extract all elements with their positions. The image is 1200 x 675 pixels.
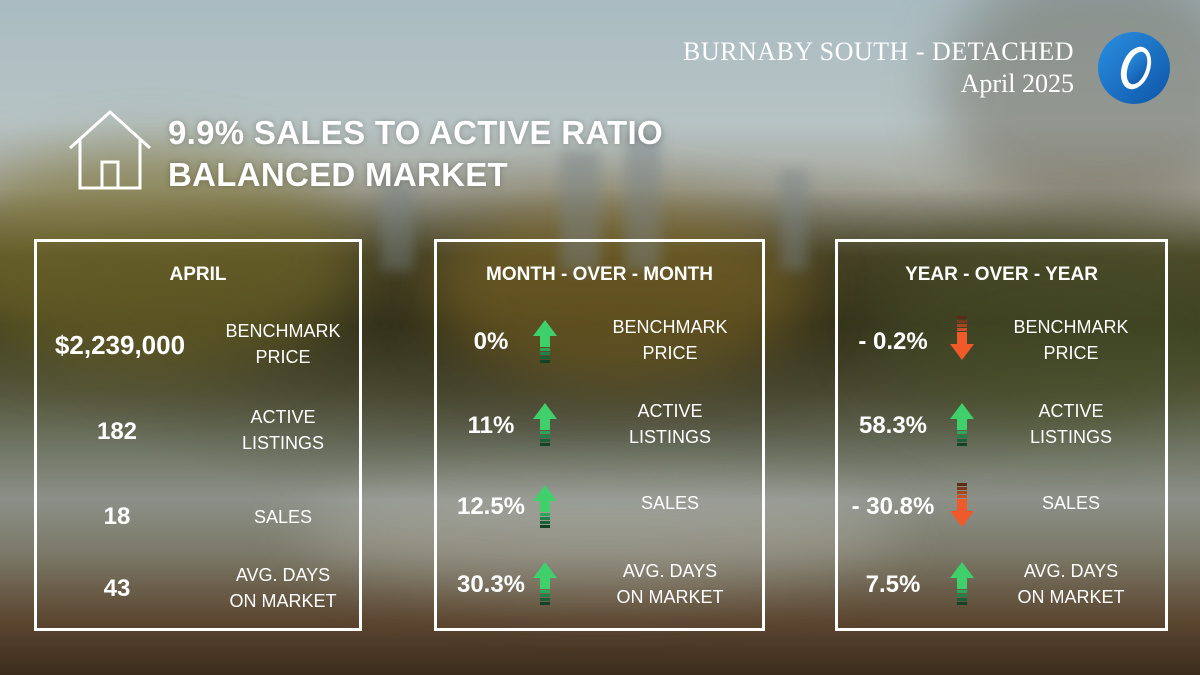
trend-up-arrow-icon — [533, 562, 557, 605]
trend-down-arrow-icon — [950, 483, 974, 527]
trend-up-arrow-icon — [950, 562, 974, 605]
active-listings-label: ACTIVE LISTINGS — [241, 407, 325, 453]
panel-year-over-year: YEAR - OVER - YEAR - 0.2% BENCHMARK PRICE… — [835, 239, 1168, 631]
background-foliage-left — [0, 150, 360, 370]
sales-label: SALES — [253, 507, 313, 527]
period-title: April 2025 — [960, 69, 1074, 98]
mom-active-listings-value: 11% — [467, 412, 515, 439]
mom-sales-label: SALES — [640, 493, 700, 513]
headline-market: BALANCED MARKET — [168, 156, 508, 193]
panel-title: YEAR - OVER - YEAR — [905, 264, 1098, 285]
yoy-sales-label: SALES — [1041, 493, 1101, 513]
panel-title: APRIL — [169, 264, 227, 285]
background-foliage-center — [430, 200, 810, 380]
brand-header: BURNABY SOUTH - DETACHED April 2025 — [683, 36, 1074, 100]
house-icon — [68, 109, 152, 190]
mom-sales-value: 12.5% — [456, 493, 526, 520]
trend-down-arrow-icon — [950, 316, 974, 360]
active-listings-value: 182 — [96, 418, 138, 445]
mom-days-on-market-label: AVG. DAYS ON MARKET — [616, 561, 724, 607]
trend-up-arrow-icon — [533, 485, 557, 528]
yoy-active-listings-value: 58.3% — [858, 412, 928, 439]
benchmark-price-label: BENCHMARK PRICE — [225, 321, 341, 367]
days-on-market-value: 43 — [103, 575, 131, 602]
yoy-active-listings-label: ACTIVE LISTINGS — [1029, 401, 1113, 447]
days-on-market-label: AVG. DAYS ON MARKET — [229, 565, 337, 611]
benchmark-price-value: $2,239,000 — [54, 330, 186, 360]
background-foliage-right — [870, 230, 1200, 430]
brand-logo-icon — [1098, 32, 1170, 104]
background-tower — [625, 130, 661, 270]
yoy-days-on-market-label: AVG. DAYS ON MARKET — [1017, 561, 1125, 607]
background-tower — [780, 170, 808, 270]
trend-up-arrow-icon — [533, 403, 557, 446]
mom-benchmark-label: BENCHMARK PRICE — [612, 317, 728, 363]
headline-ratio: 9.9% SALES TO ACTIVE RATIO — [168, 114, 663, 151]
background-water-reflection — [300, 470, 900, 590]
background-tower — [560, 150, 600, 270]
mom-days-on-market-value: 30.3% — [456, 571, 526, 598]
mom-active-listings-label: ACTIVE LISTINGS — [628, 401, 712, 447]
sales-value: 18 — [103, 503, 131, 530]
headline: 9.9% SALES TO ACTIVE RATIO BALANCED MARK… — [168, 112, 663, 196]
panel-month-over-month: MONTH - OVER - MONTH 0% BENCHMARK PRICE 1… — [434, 239, 765, 631]
yoy-days-on-market-value: 7.5% — [865, 571, 921, 598]
panel-title: MONTH - OVER - MONTH — [486, 264, 713, 285]
panel-april: APRIL $2,239,000 BENCHMARK PRICE 182 ACTI… — [34, 239, 362, 631]
background-tower — [380, 180, 414, 270]
mom-benchmark-value: 0% — [473, 328, 509, 355]
trend-up-arrow-icon — [950, 403, 974, 446]
area-title: BURNABY SOUTH - DETACHED — [682, 37, 1074, 66]
trend-up-arrow-icon — [533, 320, 557, 363]
yoy-benchmark-value: - 0.2% — [858, 328, 928, 355]
yoy-benchmark-label: BENCHMARK PRICE — [1013, 317, 1129, 363]
yoy-sales-value: - 30.8% — [851, 493, 935, 520]
